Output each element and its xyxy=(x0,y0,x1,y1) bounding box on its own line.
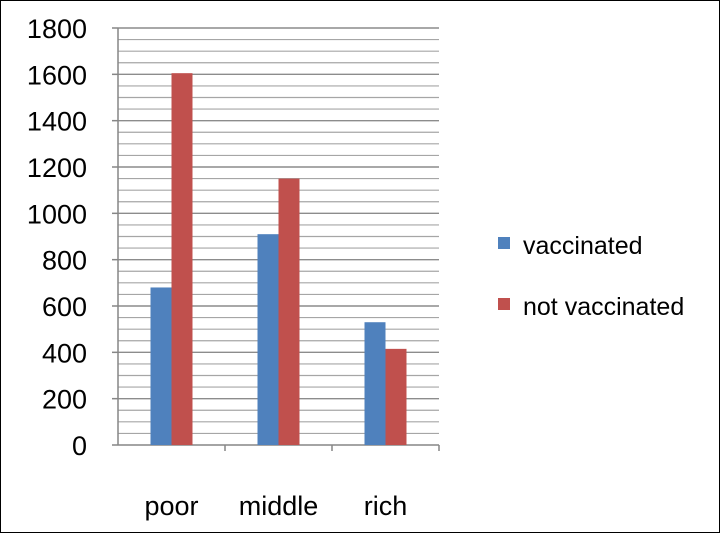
y-tick-label: 1600 xyxy=(27,60,87,90)
bars xyxy=(150,73,407,446)
y-tick-label: 1800 xyxy=(27,14,87,44)
legend-label: not vaccinated xyxy=(523,293,684,321)
bar-not-vaccinated-poor xyxy=(171,73,193,446)
y-tick-label: 400 xyxy=(42,338,87,368)
y-axis-tick-labels: 0 200 400 600 800 1000 1200 1400 1600 1800 xyxy=(27,14,87,461)
y-tick-label: 1200 xyxy=(27,153,87,183)
x-axis-category-labels: poor middle rich xyxy=(144,491,407,521)
y-tick-label: 1400 xyxy=(27,107,87,137)
bar-vaccinated-middle xyxy=(257,234,279,445)
x-category-label: poor xyxy=(144,491,198,521)
y-tick-label: 600 xyxy=(42,292,87,322)
bar-vaccinated-rich xyxy=(364,322,386,445)
legend-swatch xyxy=(498,237,510,249)
legend: vaccinated not vaccinated xyxy=(498,232,684,321)
y-tick-label: 0 xyxy=(72,431,87,461)
bar-vaccinated-poor xyxy=(150,287,172,445)
y-tick-label: 800 xyxy=(42,246,87,276)
bar-not-vaccinated-rich xyxy=(385,348,407,445)
legend-swatch xyxy=(498,298,510,310)
legend-label: vaccinated xyxy=(523,232,643,260)
y-tick-label: 1000 xyxy=(27,199,87,229)
x-category-label: rich xyxy=(364,491,408,521)
y-tick-label: 200 xyxy=(42,385,87,415)
bar-not-vaccinated-middle xyxy=(278,178,300,446)
x-category-label: middle xyxy=(239,491,319,521)
